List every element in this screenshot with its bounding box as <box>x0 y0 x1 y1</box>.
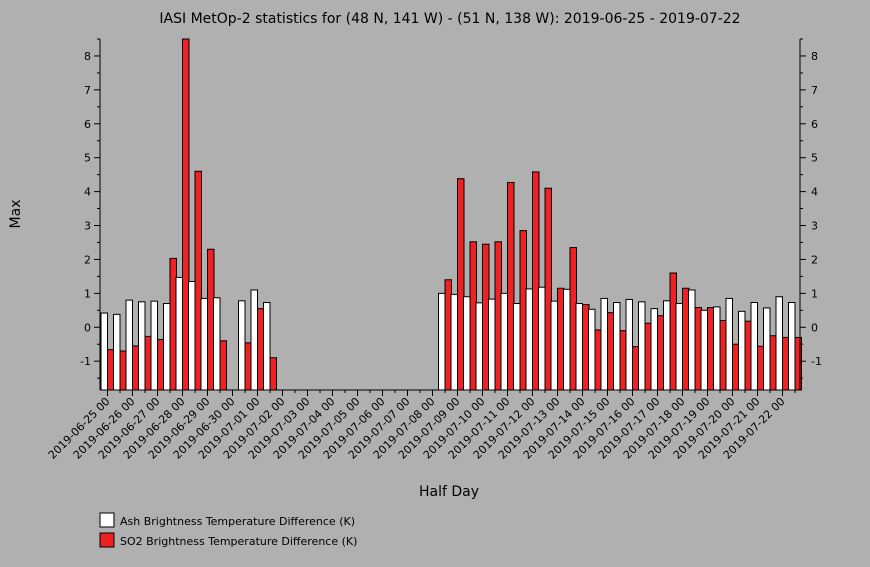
y-tick-label-left: 6 <box>84 118 91 131</box>
legend: Ash Brightness Temperature Difference (K… <box>99 512 357 548</box>
y-tick-label-right: 1 <box>811 287 818 300</box>
ash-bar <box>638 301 646 391</box>
y-tick-label-right: 8 <box>811 50 818 63</box>
ash-bar <box>175 276 183 391</box>
ash-bar <box>213 297 221 391</box>
y-axis-title: Max <box>8 200 24 229</box>
ash-bar <box>563 288 571 391</box>
ash-bar <box>663 300 671 391</box>
ash-bar <box>763 307 771 391</box>
so2-bar <box>794 336 802 391</box>
ash-bar <box>525 288 533 391</box>
y-tick-label-left: 8 <box>84 50 91 63</box>
y-tick-label-left: 7 <box>84 84 91 97</box>
y-tick-label-left: 4 <box>84 186 91 199</box>
ash-bar <box>513 303 521 391</box>
ash-bar <box>475 302 483 391</box>
ash-bar <box>250 289 258 391</box>
so2-bar <box>219 340 227 391</box>
chart-title: IASI MetOp-2 statistics for (48 N, 141 W… <box>159 11 740 27</box>
ash-bar <box>500 292 508 391</box>
y-tick-label-right: 5 <box>811 152 818 165</box>
ash-bar <box>125 299 133 391</box>
y-tick-label-left: 2 <box>84 253 91 266</box>
ash-bar <box>163 303 171 391</box>
ash-bar <box>575 303 583 391</box>
ash-bar <box>700 309 708 391</box>
ash-bar <box>200 297 208 391</box>
y-tick-label-left: 1 <box>84 287 91 300</box>
ash-bar <box>113 313 121 391</box>
ash-bar <box>613 302 621 391</box>
bars-layer <box>100 38 802 391</box>
so2-bar <box>269 357 277 391</box>
ash-bar <box>788 302 796 391</box>
ash-bar <box>713 306 721 391</box>
ash-bar <box>538 286 546 391</box>
y-tick-label-right: 3 <box>811 220 818 233</box>
ash-bar <box>463 296 471 391</box>
y-tick-label-right: 2 <box>811 253 818 266</box>
ash-bar <box>188 280 196 391</box>
ash-bar <box>738 310 746 391</box>
ash-bar <box>100 312 108 391</box>
y-tick-label-left: -1 <box>80 355 91 368</box>
ash-bar <box>675 303 683 391</box>
ash-bar <box>588 308 596 391</box>
ash-bar <box>263 302 271 391</box>
y-tick-label-left: 5 <box>84 152 91 165</box>
ash-bar <box>138 301 146 391</box>
ash-bar <box>650 308 658 391</box>
ash-bar <box>450 293 458 391</box>
y-tick-label-right: 7 <box>811 84 818 97</box>
ash-bar <box>488 298 496 391</box>
ash-bar <box>625 298 633 391</box>
legend-swatch-ash <box>99 512 115 528</box>
y-tick-label-right: -1 <box>811 355 822 368</box>
y-tick-label-left: 3 <box>84 220 91 233</box>
y-tick-label-right: 0 <box>811 321 818 334</box>
ash-bar <box>688 289 696 391</box>
y-tick-label-right: 4 <box>811 186 818 199</box>
ash-bar <box>550 300 558 391</box>
y-tick-label-left: 0 <box>84 321 91 334</box>
legend-label-so2: SO2 Brightness Temperature Difference (K… <box>120 535 357 548</box>
ash-bar <box>238 300 246 391</box>
x-axis-title: Half Day <box>419 484 479 500</box>
axes-layer: -1 -1 0 0 1 1 2 2 3 3 4 4 5 5 6 6 7 7 8 8 <box>80 38 822 396</box>
ash-bar <box>438 292 446 391</box>
y-tick-label-right: 6 <box>811 118 818 131</box>
ash-bar <box>600 297 608 391</box>
legend-label-ash: Ash Brightness Temperature Difference (K… <box>120 515 355 528</box>
legend-swatch-so2 <box>99 532 115 548</box>
ash-bar <box>750 302 758 391</box>
ash-bar <box>725 297 733 391</box>
ash-bar <box>775 296 783 391</box>
ash-bar <box>150 300 158 391</box>
